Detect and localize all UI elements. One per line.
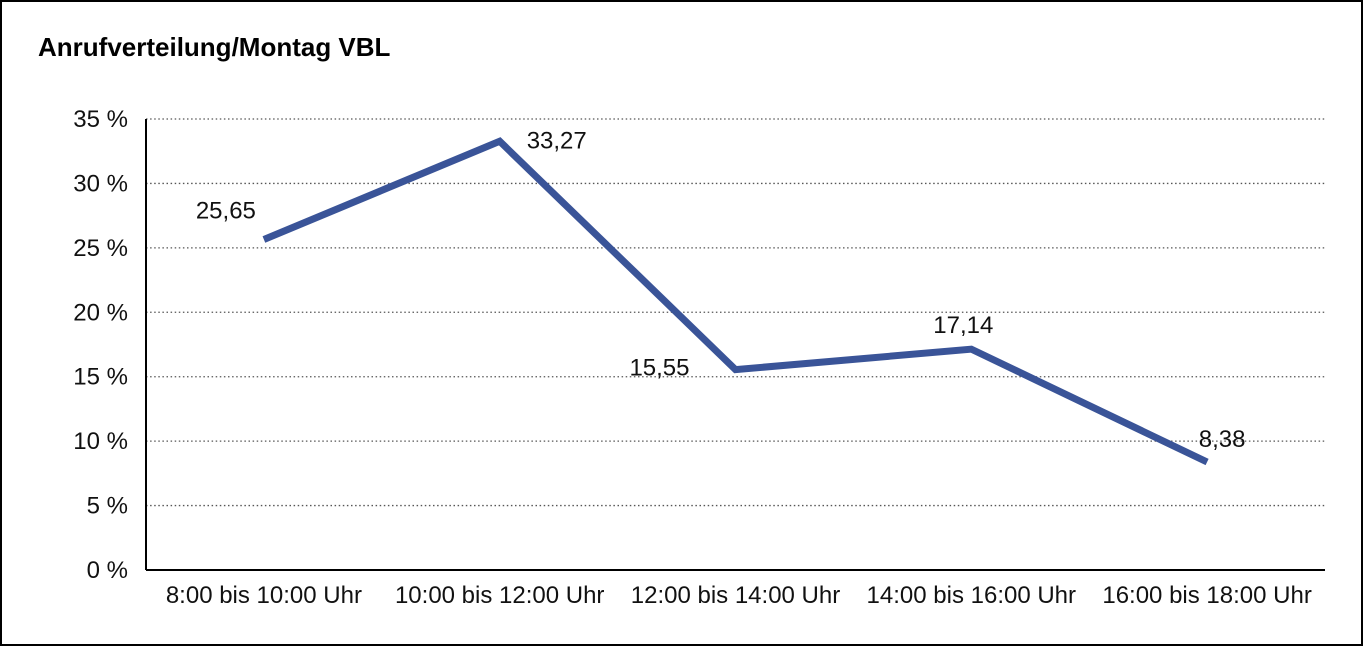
x-axis-category-label: 16:00 bis 18:00 Uhr xyxy=(1102,582,1311,609)
y-axis-tick-label: 0 % xyxy=(87,557,128,584)
chart-title: Anrufverteilung/Montag VBL xyxy=(38,32,391,62)
y-axis-tick-label: 20 % xyxy=(73,299,128,326)
y-axis-tick-label: 5 % xyxy=(87,493,128,520)
x-axis-category-label: 10:00 bis 12:00 Uhr xyxy=(395,582,604,609)
y-axis-tick-label: 15 % xyxy=(73,364,128,391)
y-axis-tick-label: 25 % xyxy=(73,235,128,262)
data-point-label: 15,55 xyxy=(629,355,689,382)
x-axis-category-label: 8:00 bis 10:00 Uhr xyxy=(166,582,362,609)
data-point-label: 8,38 xyxy=(1199,426,1246,453)
data-point-label: 33,27 xyxy=(527,127,587,154)
data-point-label: 25,65 xyxy=(196,197,256,224)
data-series-line xyxy=(262,137,1209,466)
data-point-label: 17,14 xyxy=(933,312,993,339)
x-axis-category-label: 12:00 bis 14:00 Uhr xyxy=(631,582,840,609)
x-axis-category-label: 14:00 bis 16:00 Uhr xyxy=(867,582,1076,609)
y-axis-tick-label: 35 % xyxy=(73,106,128,133)
y-axis-tick-label: 10 % xyxy=(73,428,128,455)
y-axis-tick-label: 30 % xyxy=(73,170,128,197)
